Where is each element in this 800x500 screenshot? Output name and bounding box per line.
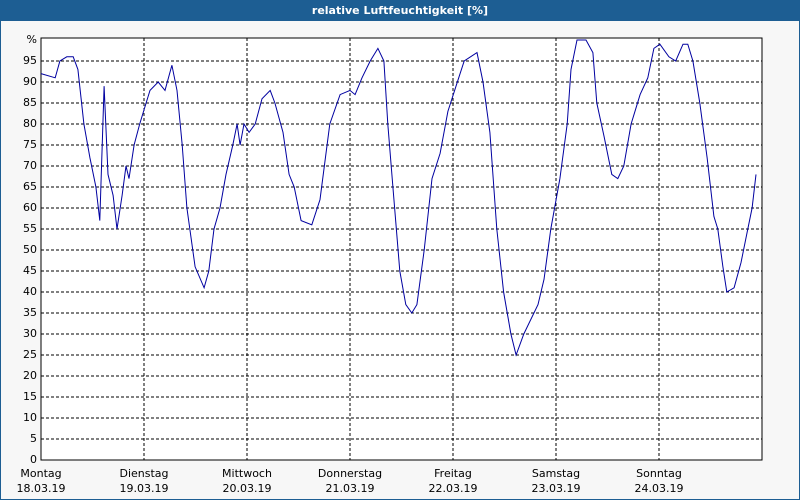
y-tick-label: 20 <box>23 369 37 382</box>
y-tick-label: 80 <box>23 117 37 130</box>
x-tick-date: 24.03.19 <box>635 482 684 495</box>
y-tick-label: 60 <box>23 201 37 214</box>
y-tick-label: % <box>27 33 37 46</box>
x-tick-label: Mittwoch <box>222 467 272 480</box>
x-tick-date: 23.03.19 <box>532 482 581 495</box>
y-tick-label: 70 <box>23 159 37 172</box>
y-tick-label: 95 <box>23 54 37 67</box>
y-tick-label: 30 <box>23 327 37 340</box>
x-tick-label: Donnerstag <box>318 467 382 480</box>
x-tick-label: Samstag <box>532 467 580 480</box>
y-tick-label: 75 <box>23 138 37 151</box>
line <box>40 39 757 357</box>
x-tick-date: 20.03.19 <box>223 482 272 495</box>
y-tick-label: 90 <box>23 75 37 88</box>
y-tick-label: 40 <box>23 285 37 298</box>
x-tick-date: 18.03.19 <box>17 482 66 495</box>
x-tick-date: 21.03.19 <box>326 482 375 495</box>
x-tick-date: 22.03.19 <box>429 482 478 495</box>
x-tick-label: Dienstag <box>119 467 168 480</box>
y-tick-label: 65 <box>23 180 37 193</box>
x-tick-label: Montag <box>20 467 61 480</box>
y-tick-label: 10 <box>23 411 37 424</box>
y-tick-label: 0 <box>30 453 37 466</box>
y-tick-label: 85 <box>23 96 37 109</box>
y-tick-label: 5 <box>30 432 37 445</box>
y-tick-label: 25 <box>23 348 37 361</box>
x-tick-date: 19.03.19 <box>120 482 169 495</box>
y-tick-label: 35 <box>23 306 37 319</box>
x-tick-label: Sonntag <box>636 467 682 480</box>
y-tick-label: 45 <box>23 264 37 277</box>
y-tick-label: 55 <box>23 222 37 235</box>
plot-area <box>40 37 763 461</box>
y-tick-label: 15 <box>23 390 37 403</box>
x-tick-label: Freitag <box>434 467 472 480</box>
chart-title: relative Luftfeuchtigkeit [%] <box>1 1 799 21</box>
y-tick-label: 50 <box>23 243 37 256</box>
